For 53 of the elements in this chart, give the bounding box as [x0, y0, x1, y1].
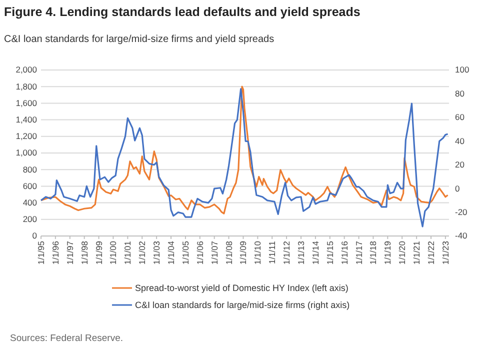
- y2-tick-label: 60: [455, 112, 465, 122]
- chart-title: Figure 4. Lending standards lead defaults and yield spreads: [4, 5, 360, 19]
- x-tick-label: 1/1/20: [397, 240, 408, 265]
- legend-label: Spread-to-worst yield of Domestic HY Index (left axis): [135, 283, 348, 294]
- y2-tick-label: 0: [455, 183, 460, 194]
- x-tick-label: 1/1/01: [122, 240, 133, 265]
- y2-tick-label: 100: [455, 64, 470, 75]
- x-tick-label: 1/1/99: [94, 240, 104, 265]
- x-tick-label: 1/1/18: [368, 240, 378, 265]
- chart-subtitle: C&I loan standards for large/mid-size firms and yield spreads: [4, 34, 274, 45]
- x-tick-label: 1/1/06: [194, 240, 205, 265]
- x-tick-label: 1/1/15: [324, 240, 335, 265]
- legend-label: C&I loan standards for large/mid-size firms (right axis): [135, 300, 350, 310]
- x-tick-label: 1/1/09: [238, 240, 248, 265]
- x-tick-label: 1/1/98: [79, 240, 90, 265]
- y2-tick-label: -20: [455, 207, 468, 218]
- x-tick-label: 1/1/10: [252, 240, 263, 265]
- x-tick-label: 1/1/08: [224, 240, 234, 265]
- x-tick-label: 1/1/12: [282, 240, 292, 265]
- x-tick-label: 1/1/02: [137, 240, 148, 265]
- x-tick-label: 1/1/03: [152, 240, 162, 265]
- x-tick-label: 1/1/17: [354, 240, 364, 265]
- y-tick-label: 1,600: [16, 98, 38, 108]
- x-tick-label: 1/1/96: [50, 240, 60, 265]
- x-tick-label: 1/1/97: [64, 240, 75, 265]
- x-tick-label: 1/1/19: [382, 240, 393, 265]
- x-tick-label: 1/1/07: [209, 240, 220, 265]
- x-tick-label: 1/1/16: [339, 240, 350, 265]
- x-tick-label: 1/1/22: [426, 240, 436, 265]
- y2-tick-label: 20: [455, 160, 465, 170]
- y2-tick-label: 80: [455, 88, 465, 98]
- y-tick-label: 1,000: [16, 148, 38, 158]
- y-tick-label: 600: [22, 180, 38, 191]
- y2-tick-label: -40: [455, 230, 468, 241]
- y2-tick-label: 40: [455, 136, 465, 146]
- x-tick-label: 1/1/23: [440, 240, 450, 265]
- x-tick-label: 1/1/95: [36, 240, 46, 265]
- x-tick-label: 1/1/05: [180, 240, 190, 265]
- y-tick-label: 1,400: [16, 114, 38, 125]
- x-tick-label: 1/1/21: [412, 240, 422, 265]
- x-tick-label: 1/1/00: [108, 240, 118, 265]
- x-tick-label: 1/1/13: [296, 240, 306, 265]
- y-tick-label: 1,800: [16, 81, 38, 92]
- x-tick-label: 1/1/11: [267, 240, 278, 264]
- x-tick-label: 1/1/04: [166, 240, 176, 265]
- y-tick-label: 800: [22, 164, 38, 174]
- y-tick-label: 2,000: [16, 64, 38, 75]
- y-tick-label: 0: [32, 230, 38, 241]
- y-tick-label: 200: [22, 214, 38, 224]
- y-tick-label: 1,200: [16, 131, 38, 142]
- x-tick-label: 1/1/14: [310, 240, 320, 265]
- y-tick-label: 400: [22, 198, 38, 208]
- source-note: Sources: Federal Reserve.: [10, 333, 123, 344]
